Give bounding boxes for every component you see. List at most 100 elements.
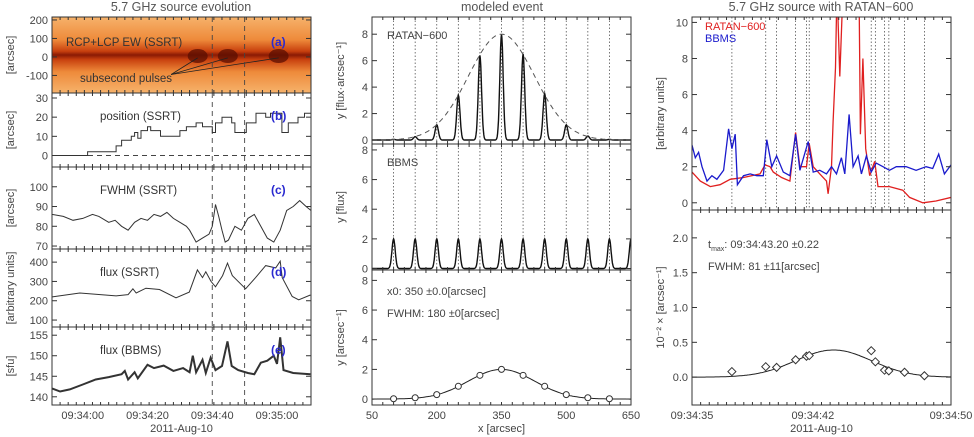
x-tick-label: 09:34:20 — [126, 410, 169, 422]
panel-tag: (c) — [271, 183, 286, 197]
plot-area — [52, 93, 311, 167]
y-axis-label: 10⁻² × [arcsec⁻¹] — [655, 266, 667, 348]
panel-label: BBMS — [387, 157, 418, 169]
y-tick-label: 200 — [30, 15, 48, 27]
panel-label: RCP+LCP EW (SSRT) — [66, 37, 182, 49]
y-tick-label: 100 — [30, 33, 48, 45]
middle-column-title: modeled event — [461, 0, 544, 14]
x-axis-label: x [arcsec] — [478, 423, 525, 435]
data-point — [519, 371, 527, 379]
data-point — [919, 371, 930, 381]
panel-frame — [691, 16, 952, 211]
plot-area — [692, 345, 951, 381]
y-tick-label: 2.0 — [673, 233, 688, 245]
heatmap-image — [52, 17, 311, 93]
pulse-arrow — [170, 57, 198, 75]
panel-label: position (SSRT) — [100, 111, 181, 123]
y-tick-label: 4 — [682, 126, 688, 138]
panel-m2: 0 2 4 6 8 y [flux] BBMS — [335, 143, 632, 276]
y-tick-label: 8 — [362, 275, 368, 287]
pulse-arrow — [171, 57, 279, 75]
y-tick-label: 6 — [362, 175, 368, 187]
y-tick-label: 2 — [362, 234, 368, 246]
pulse-blob — [187, 49, 208, 64]
legend-red: RATAN−600 — [705, 21, 765, 33]
y-axis-label: [arcsec] — [5, 189, 17, 228]
fit-x0-label: x0: 350 ±0.0[arcsec] — [387, 286, 486, 298]
y-tick-label: 140 — [30, 392, 48, 404]
envelope-curve — [372, 33, 631, 141]
data-point — [790, 355, 801, 365]
y-tick-label: 150 — [30, 351, 48, 363]
panel-label: flux (BBMS) — [100, 345, 162, 357]
data-point — [771, 362, 782, 373]
y-tick-label: 1.5 — [673, 268, 688, 280]
fit-fwhm-label: FWHM: 180 ±0[arcsec] — [387, 308, 499, 320]
y-axis-label: [arcsec] — [5, 111, 17, 150]
data-point — [390, 395, 398, 403]
y-tick-label: 20 — [36, 112, 48, 124]
pulse-arrow — [171, 57, 228, 75]
y-axis-label: y [arcsec⁻¹] — [335, 309, 347, 366]
panel-tag: (a) — [271, 35, 286, 49]
right-column-title: 5.7 GHz source with RATAN−600 — [729, 0, 914, 14]
y-axis-label: y [flux·arcsec⁻¹] — [335, 42, 347, 119]
data-point — [899, 367, 910, 377]
x-tick-label: 09:34:42 — [791, 410, 834, 422]
data-point — [884, 366, 894, 376]
x-axis-label: 2011-Aug-10 — [790, 423, 853, 435]
y-tick-label: 4 — [362, 82, 368, 94]
y-tick-label: 2 — [682, 162, 688, 174]
y-tick-label: 2 — [362, 109, 368, 121]
y-tick-label: 155 — [30, 330, 48, 342]
y-tick-label: 0 — [42, 52, 48, 64]
y-tick-label: 100 — [30, 182, 48, 194]
y-axis-label: [arbitrary units] — [655, 77, 667, 150]
data-point — [727, 366, 737, 377]
series-ratan-600 — [692, 17, 951, 204]
x-tick-label: 09:35:00 — [256, 410, 299, 422]
panel-e: 140 145 150 155 09:34:00 09:34:20 09:34:40 09:3… — [5, 326, 312, 435]
panel-d: 100 200 300 400 [arbitrary units] flux (SSRT)… — [5, 248, 312, 328]
data-point — [498, 365, 505, 373]
y-axis-label: [sfu] — [5, 356, 17, 377]
y-tick-label: 300 — [30, 276, 48, 288]
x-tick-label: 200 — [428, 410, 446, 422]
y-axis-label: y [flux] — [335, 191, 347, 223]
y-tick-label: 6 — [362, 56, 368, 68]
panel-r2: 0.0 0.5 1.0 1.5 2.0 09:34:35 09:34:42 09:34:50 2… — [655, 209, 972, 435]
x-tick-label: 650 — [622, 410, 640, 422]
panel-tag: (e) — [271, 343, 286, 357]
x-tick-label: 500 — [557, 410, 575, 422]
y-tick-label: 30 — [36, 93, 48, 105]
panel-frame — [51, 248, 312, 328]
plot-area — [52, 249, 311, 327]
panel-m1: 0 2 4 6 8 y [flux·arcsec⁻¹] RATAN−600 — [335, 16, 632, 147]
y-tick-label: 0 — [362, 264, 368, 276]
y-tick-label: 400 — [30, 257, 48, 269]
y-tick-label: 1.0 — [673, 303, 688, 315]
data-point — [454, 382, 462, 390]
panel-tag: (d) — [271, 265, 286, 279]
y-tick-label: 6 — [682, 90, 688, 102]
y-tick-label: 4 — [362, 204, 368, 216]
y-tick-label: 145 — [30, 371, 48, 383]
data-point — [433, 391, 441, 399]
x-tick-label: 09:34:40 — [191, 410, 234, 422]
y-tick-label: 8 — [362, 29, 368, 41]
data-point — [541, 382, 549, 390]
y-tick-label: 0 — [362, 135, 368, 147]
series-flux-ssrt — [52, 259, 311, 301]
panel-a: -100 0 100 200 [arcsec] RCP+LCP EW (SSRT) (a) s… — [5, 15, 312, 94]
data-point — [562, 391, 570, 399]
y-tick-label: 70 — [36, 241, 48, 253]
y-tick-label: 8 — [682, 53, 688, 65]
data-point — [761, 361, 771, 372]
panel-label: flux (SSRT) — [100, 267, 159, 279]
plot-area — [372, 365, 631, 403]
x-tick-label: 350 — [492, 410, 510, 422]
tmax-value: : 09:34:43.20 ±0.22 — [724, 239, 819, 251]
